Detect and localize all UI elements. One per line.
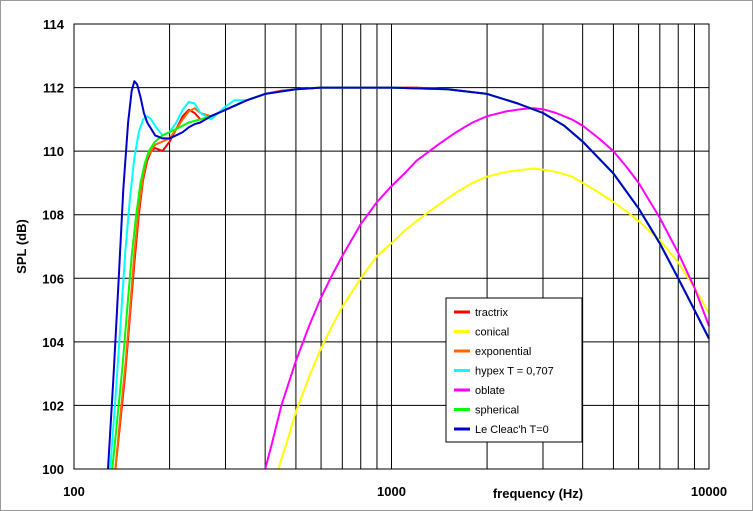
legend-label: exponential [475,346,531,358]
y-tick-label: 108 [42,208,64,223]
legend-label: spherical [475,405,519,417]
legend-label: oblate [475,385,505,397]
y-tick-labels: 100 102 104 106 108 110 112 114 [42,17,64,477]
legend: tractrix conical exponential hypex T = 0,70… [445,297,583,443]
x-axis-label: frequency (Hz) [493,486,583,501]
y-tick-label: 100 [42,462,64,477]
y-tick-label: 102 [42,398,64,413]
y-axis-label: SPL (dB) [14,219,29,274]
y-tick-label: 114 [43,17,65,32]
legend-box [445,297,583,443]
series-lines [107,80,710,470]
plot-area-border [73,23,710,470]
series-line-4 [264,107,710,470]
x-tick-label: 10000 [691,484,727,499]
x-tick-label: 100 [63,484,85,499]
legend-label: tractrix [475,307,509,319]
series-line-1 [277,167,710,470]
y-tick-label: 110 [43,144,64,159]
y-tick-label: 112 [43,81,64,96]
x-tick-labels: 100 1000 10000 [63,484,727,499]
legend-label: hypex T = 0,707 [475,366,554,378]
series-line-6 [107,80,710,470]
grid-lines [74,24,709,469]
legend-label: Le Cleac'h T=0 [475,424,549,436]
y-tick-label: 106 [42,271,64,286]
legend-label: conical [475,327,509,339]
y-tick-label: 104 [42,335,64,350]
x-tick-label: 1000 [377,484,406,499]
